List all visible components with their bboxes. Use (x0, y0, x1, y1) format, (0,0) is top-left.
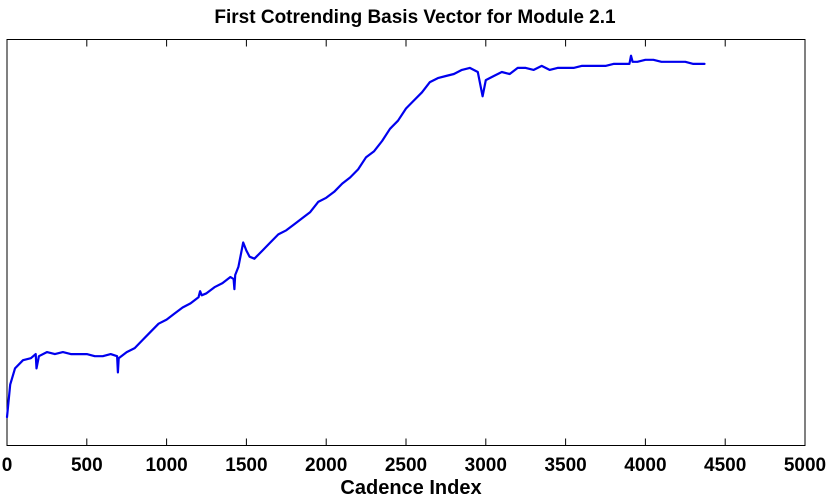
x-tick-label: 2500 (385, 455, 427, 476)
x-tick-label: 3000 (465, 455, 507, 476)
x-axis-label: Cadence Index (340, 477, 481, 499)
x-tick-label: 5000 (784, 455, 826, 476)
x-tick-label: 4000 (624, 455, 666, 476)
x-tick-label: 3500 (544, 455, 586, 476)
plot-area (6, 39, 806, 446)
chart-title: First Cotrending Basis Vector for Module… (214, 7, 616, 28)
x-axis: 0 500 1000 1500 2000 2500 3000 3500 4000 4500 5000 (2, 39, 826, 476)
x-tick-label: 500 (71, 455, 103, 476)
x-tick-label: 4500 (704, 455, 746, 476)
series-line (5, 54, 706, 419)
x-tick-label: 0 (2, 455, 13, 476)
x-tick-label: 2000 (305, 455, 347, 476)
series-group (5, 54, 706, 419)
x-tick-label: 1500 (225, 455, 267, 476)
x-tick-label: 1000 (145, 455, 187, 476)
